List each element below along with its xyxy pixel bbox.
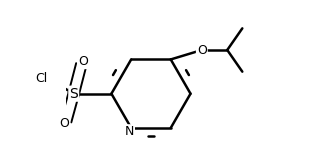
Text: S: S bbox=[69, 87, 78, 101]
Text: O: O bbox=[78, 55, 88, 68]
Text: Cl: Cl bbox=[35, 72, 47, 85]
Text: O: O bbox=[59, 117, 69, 130]
Text: N: N bbox=[125, 125, 134, 138]
Text: O: O bbox=[197, 43, 207, 57]
